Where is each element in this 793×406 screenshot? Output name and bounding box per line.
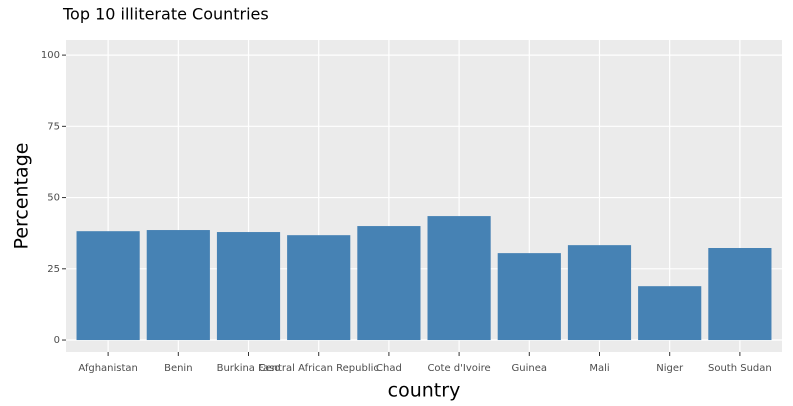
bar [357,226,421,341]
x-tick-label: Afghanistan [78,363,138,374]
chart-title: Top 10 illiterate Countries [62,5,269,24]
y-tick-label: 50 [47,193,60,204]
x-tick-label: Central African Republic [259,363,379,374]
x-tick-label: Chad [376,363,402,374]
x-tick-label: Mali [589,363,609,374]
x-tick-label: South Sudan [708,363,772,374]
y-axis-title: Percentage [11,143,33,250]
bar [287,235,351,341]
x-tick-label: Cote d'Ivoire [427,363,490,374]
bar [708,248,772,341]
bar [76,231,140,341]
bar [146,230,210,341]
x-tick-label: Burkina Faso [217,363,281,374]
x-tick-label: Guinea [512,363,547,374]
y-tick-label: 75 [47,121,60,132]
bar [567,245,632,341]
y-tick-label: 25 [47,264,60,275]
bar [216,232,281,341]
y-tick-label: 0 [54,335,60,346]
x-tick-label: Niger [656,363,684,374]
x-tick-label: Benin [164,363,192,374]
bar [497,253,561,341]
bar [638,286,702,341]
bar [427,216,491,341]
x-axis-title: country [388,380,461,402]
y-tick-label: 100 [41,50,60,61]
